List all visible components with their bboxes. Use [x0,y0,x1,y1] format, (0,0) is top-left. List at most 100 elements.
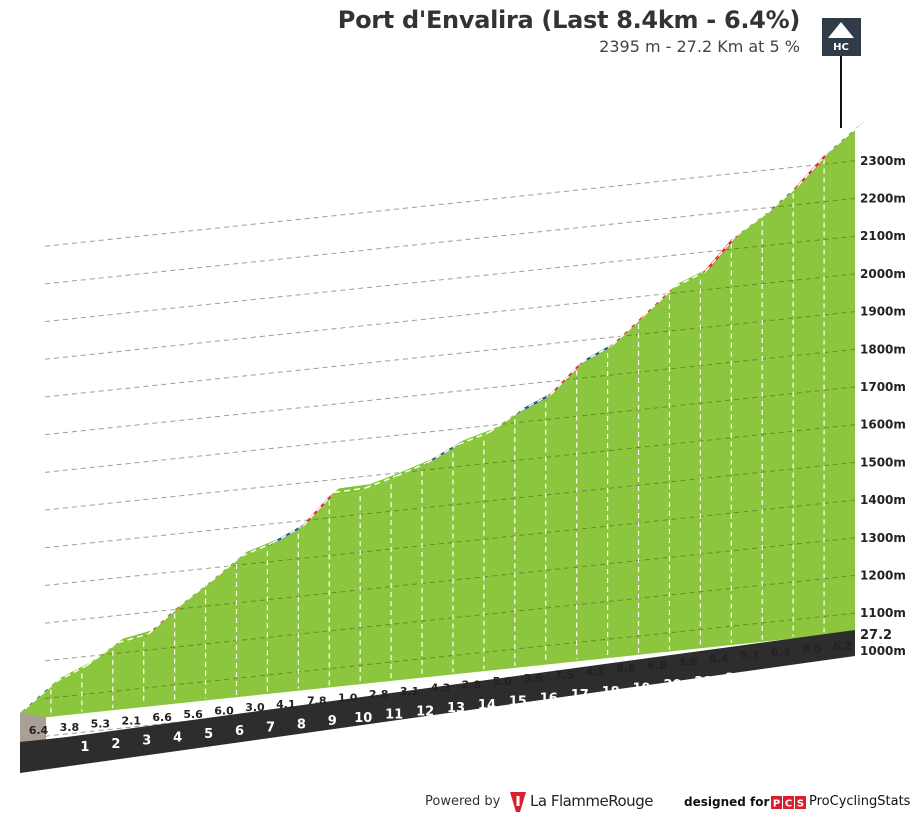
x-tick-label: 25 [818,662,836,677]
y-tick-label: 1100m [860,606,906,620]
ribbon-centerline [148,605,181,635]
ribbon-centerline [612,315,645,346]
grade-label: 6.8 [616,662,636,675]
y-tick-label: 2000m [860,267,906,281]
elevation-gridline [44,160,856,247]
ribbon-centerline [364,475,397,489]
ribbon-centerline [643,286,675,317]
elevation-gridline [44,461,856,549]
x-tick-label: 6 [235,724,244,739]
x-tick-label: 2 [111,737,120,752]
x-tick-label: 16 [540,691,558,706]
pcs-logo-letter: P [773,799,780,810]
x-tick-label: 22 [725,672,743,687]
grade-label: 6.0 [214,704,234,717]
elevation-gridline [44,311,856,398]
grade-label: 6.6 [152,711,172,724]
grade-label: 2.8 [462,678,482,691]
ribbon-centerline [488,410,521,434]
x-tick-label: 9 [328,714,337,729]
x-tick-label: 1 [80,740,89,755]
hc-badge-label: HC [833,42,849,53]
pcs-logo-letter: C [785,799,792,810]
y-tick-label: 2300m [860,154,906,168]
x-tick-label: 20 [663,678,681,693]
chart-title: Port d'Envalira (Last 8.4km - 6.4%) [337,6,801,34]
x-tick-label: 8 [297,717,306,732]
grade-label: 3.6 [678,656,698,669]
ribbon-centerline [766,185,799,214]
elevation-gridline [44,273,856,360]
y-tick-label: 1200m [860,568,906,582]
grade-label: 2.8 [369,688,389,701]
ribbon-centerline [519,393,552,412]
y-tick-label: 1300m [860,531,906,545]
pcs-logo-square [795,796,806,809]
grade-label: 3.1 [400,685,420,698]
ribbon-centerline [828,124,861,153]
x-tick-label: 23 [756,668,774,683]
grade-label: 4.1 [276,698,296,711]
y-tick-label: 1000m [860,644,906,658]
profile-base-layer [20,630,855,773]
ribbon-centerline [674,270,706,288]
ribbon-centerline [272,525,304,544]
y-tick-label: 1700m [860,380,906,394]
elevation-gridline [44,198,856,285]
ribbon-centerline [55,664,88,683]
ribbon-centerline [704,235,737,273]
base-strip-side [20,630,855,773]
y-tick-label: 2200m [860,192,906,206]
grade-label: 1.0 [338,691,358,704]
elevation-gridline [44,424,856,511]
ribbon-centerline [395,462,428,477]
x-tick-label: 15 [509,695,527,710]
ribbon-centerline [797,150,830,187]
grade-label: 3.9 [524,672,544,685]
x-tick-label: 5 [204,727,213,742]
grade-label: 4.1 [585,665,605,678]
grade-label: 6.2 [833,639,853,652]
elevation-gridline [44,386,856,473]
x-tick-label: 11 [385,708,403,723]
grade-label: 4.3 [431,682,451,695]
x-tick-label: 14 [478,698,496,713]
x-tick-label: 3 [142,734,151,749]
total-distance-label: 27.2 [860,628,892,643]
y-tick-label: 1400m [860,493,906,507]
start-block [20,713,46,746]
grade-label: 8.0 [802,643,822,656]
grade-label: 2.1 [121,714,141,727]
elevation-gridline [44,574,856,662]
grade-label: 6.4 [771,646,791,659]
x-tick-label: 21 [694,675,712,690]
powered-by-label: Powered by [425,794,501,809]
pcs-logo-square [771,796,782,809]
ribbon-centerline [24,681,57,710]
grade-label: 6.4 [29,724,49,737]
badge-label-bg [826,40,856,52]
grade-label: 7.5 [554,669,574,682]
procyclingstats-brand[interactable]: ProCyclingStats [809,794,911,809]
ribbon-centerline [457,431,490,446]
elevation-gridline [44,348,856,436]
grade-label: 5.6 [183,708,203,721]
x-tick-label: 18 [602,685,620,700]
grade-label: 3.0 [245,701,265,714]
grade-segment [236,539,278,561]
grade-label: 5.3 [740,649,760,662]
ribbon-centerline [179,581,212,607]
grade-segment [360,472,402,493]
profile-area [20,129,855,720]
pcs-logo-square [783,796,794,809]
grade-label: 5.3 [91,718,111,731]
grade-label: 6.8 [647,659,667,672]
grade-label: 7.8 [307,695,327,708]
grade-segment [112,629,154,647]
elevation-gridline [44,612,856,700]
x-tick-label: 13 [447,701,465,716]
flamme-rouge-icon [510,792,526,812]
flamme-rouge-brand[interactable]: La FlammeRouge [530,792,653,810]
y-tick-label: 2100m [860,229,906,243]
